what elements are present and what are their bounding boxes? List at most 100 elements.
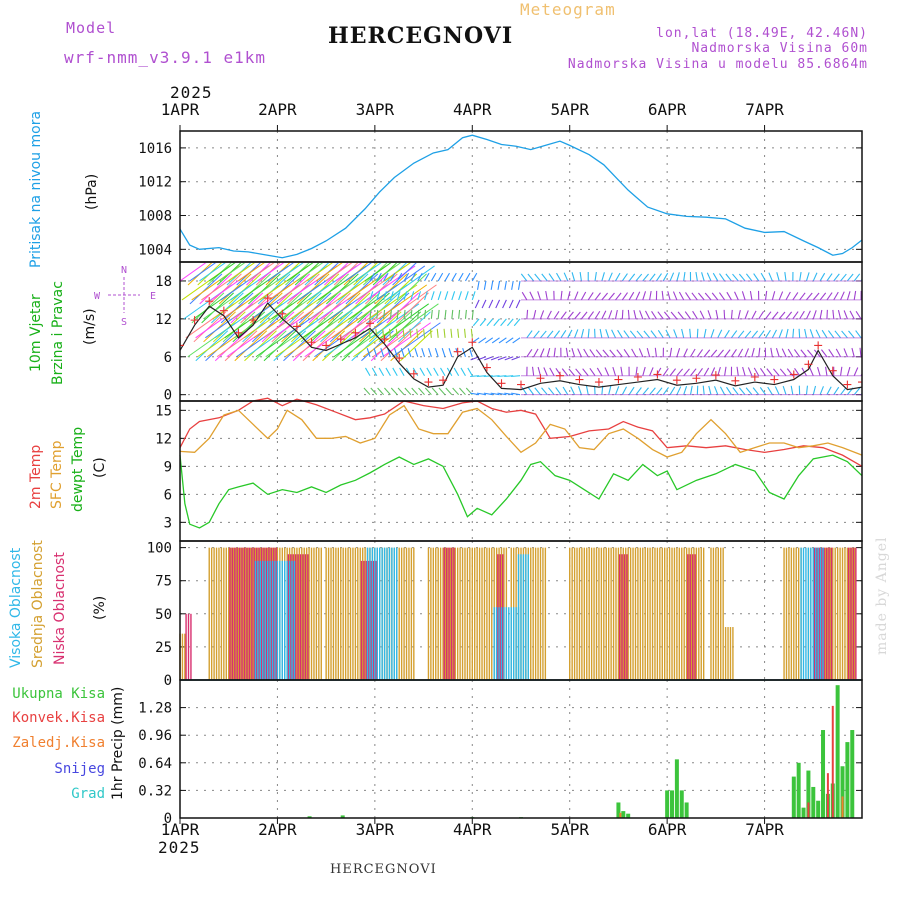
- wind-arrow: [578, 349, 582, 357]
- wind-arrow: [588, 292, 593, 299]
- wind-arrow: [561, 312, 566, 319]
- wind-arrow: [786, 329, 788, 338]
- wind-arrow: [786, 312, 792, 319]
- cloud-ylabel-1: Visoka Oblacnost: [8, 548, 24, 668]
- wind-arrow: [554, 311, 559, 319]
- legend-snow: Snijeg: [54, 761, 105, 777]
- wind-arrow: [733, 388, 738, 395]
- wind-arrow: [690, 329, 691, 338]
- wind-arrow: [590, 349, 595, 356]
- wind-arrow: [411, 310, 412, 319]
- wind-arrow: [576, 369, 582, 376]
- wind-arrow: [459, 388, 465, 395]
- wind-arrow: [484, 281, 486, 290]
- wind-gust-marker: [634, 373, 642, 381]
- wind-arrow: [684, 369, 690, 376]
- wind-arrow: [438, 273, 443, 281]
- wind-arrow: [513, 338, 520, 343]
- wind-arrow: [834, 274, 840, 281]
- wind-arrow: [439, 388, 445, 395]
- wind-arrow: [754, 274, 759, 281]
- wind-arrow: [437, 329, 438, 338]
- legend-grad: Grad: [71, 786, 105, 802]
- wind-arrow: [805, 329, 807, 338]
- wind-arrow: [668, 291, 670, 300]
- wind-arrow: [556, 273, 560, 281]
- wind-arrow: [376, 329, 377, 338]
- wind-arrow: [656, 388, 662, 395]
- wind-arrow: [478, 281, 480, 290]
- precip-total-bar: [850, 730, 854, 818]
- xtick-label-bottom: 7APR: [745, 820, 784, 839]
- wind-arrow: [491, 281, 493, 290]
- wind-arrow: [544, 367, 547, 375]
- wind-arrow: [628, 310, 629, 319]
- wind-arrow: [452, 291, 455, 300]
- wind-arrow: [534, 331, 540, 338]
- wind-arrow: [760, 368, 765, 375]
- wind-arrow: [827, 274, 832, 281]
- wind-arrow: [588, 329, 589, 338]
- wind-arrow: [472, 273, 477, 281]
- ytick-label: 0: [164, 673, 172, 689]
- wind-arrow: [827, 387, 831, 395]
- wind-arrow: [622, 310, 623, 319]
- wind-arrow: [746, 388, 752, 395]
- wind-arrow: [432, 388, 438, 395]
- wind-arrow: [703, 386, 704, 395]
- wind-arrow: [429, 348, 432, 357]
- wind-arrow: [465, 310, 466, 319]
- wind-barb: [388, 285, 436, 319]
- wind-arrow: [391, 388, 397, 395]
- wind-arrow: [575, 312, 581, 319]
- wind-arrow: [670, 387, 675, 395]
- wind-arrow: [767, 369, 773, 376]
- precip-frz-bar: [619, 813, 621, 818]
- wind-arrow: [731, 349, 736, 356]
- wind-arrow: [753, 388, 759, 395]
- wind-arrow: [572, 348, 575, 357]
- wind-arrow: [725, 367, 726, 376]
- wind-arrow: [632, 349, 636, 357]
- wind-arrow: [829, 349, 834, 356]
- wind-arrow: [739, 274, 745, 281]
- wind-arrow: [487, 319, 493, 326]
- wind-arrow: [622, 387, 626, 395]
- wind-arrow: [516, 300, 520, 308]
- wind-arrow: [602, 311, 606, 319]
- wind-ylabel-1: 10m Vjetar: [28, 294, 44, 372]
- wind-arrow: [475, 300, 479, 308]
- wind-gust-marker: [653, 370, 661, 378]
- wind-arrow: [655, 348, 656, 357]
- panel-frame: [180, 131, 862, 262]
- wind-gust-marker: [556, 372, 564, 380]
- wind-arrow: [364, 388, 370, 395]
- wind-arrow: [854, 274, 860, 281]
- wind-arrow: [496, 300, 500, 308]
- wind-arrow: [629, 274, 635, 281]
- wind-arrow: [827, 293, 832, 300]
- model-label: Model: [66, 19, 116, 37]
- wind-arrow: [405, 388, 411, 395]
- ytick-label: 1016: [138, 141, 172, 157]
- ytick-label: 100: [147, 541, 172, 557]
- ytick-label: 18: [155, 274, 172, 290]
- wind-arrow: [588, 312, 593, 319]
- wind-arrow: [847, 291, 850, 300]
- wind-arrow: [684, 349, 688, 357]
- wind-arrow: [777, 272, 779, 281]
- wind-arrow: [602, 293, 608, 300]
- wind-gust-marker: [468, 338, 476, 346]
- wind-arrow: [603, 350, 609, 357]
- temp-line-dewpt: [180, 455, 862, 528]
- wind-arrow: [458, 329, 459, 338]
- wind-arrow: [772, 312, 778, 319]
- wind-arrow: [587, 386, 589, 395]
- wind-arrow: [425, 310, 426, 319]
- wind-arrow: [507, 319, 513, 326]
- wind-arrow: [400, 368, 405, 376]
- wind-arrow: [634, 310, 636, 319]
- wind-arrow: [452, 310, 453, 319]
- wind-arrow: [425, 388, 431, 395]
